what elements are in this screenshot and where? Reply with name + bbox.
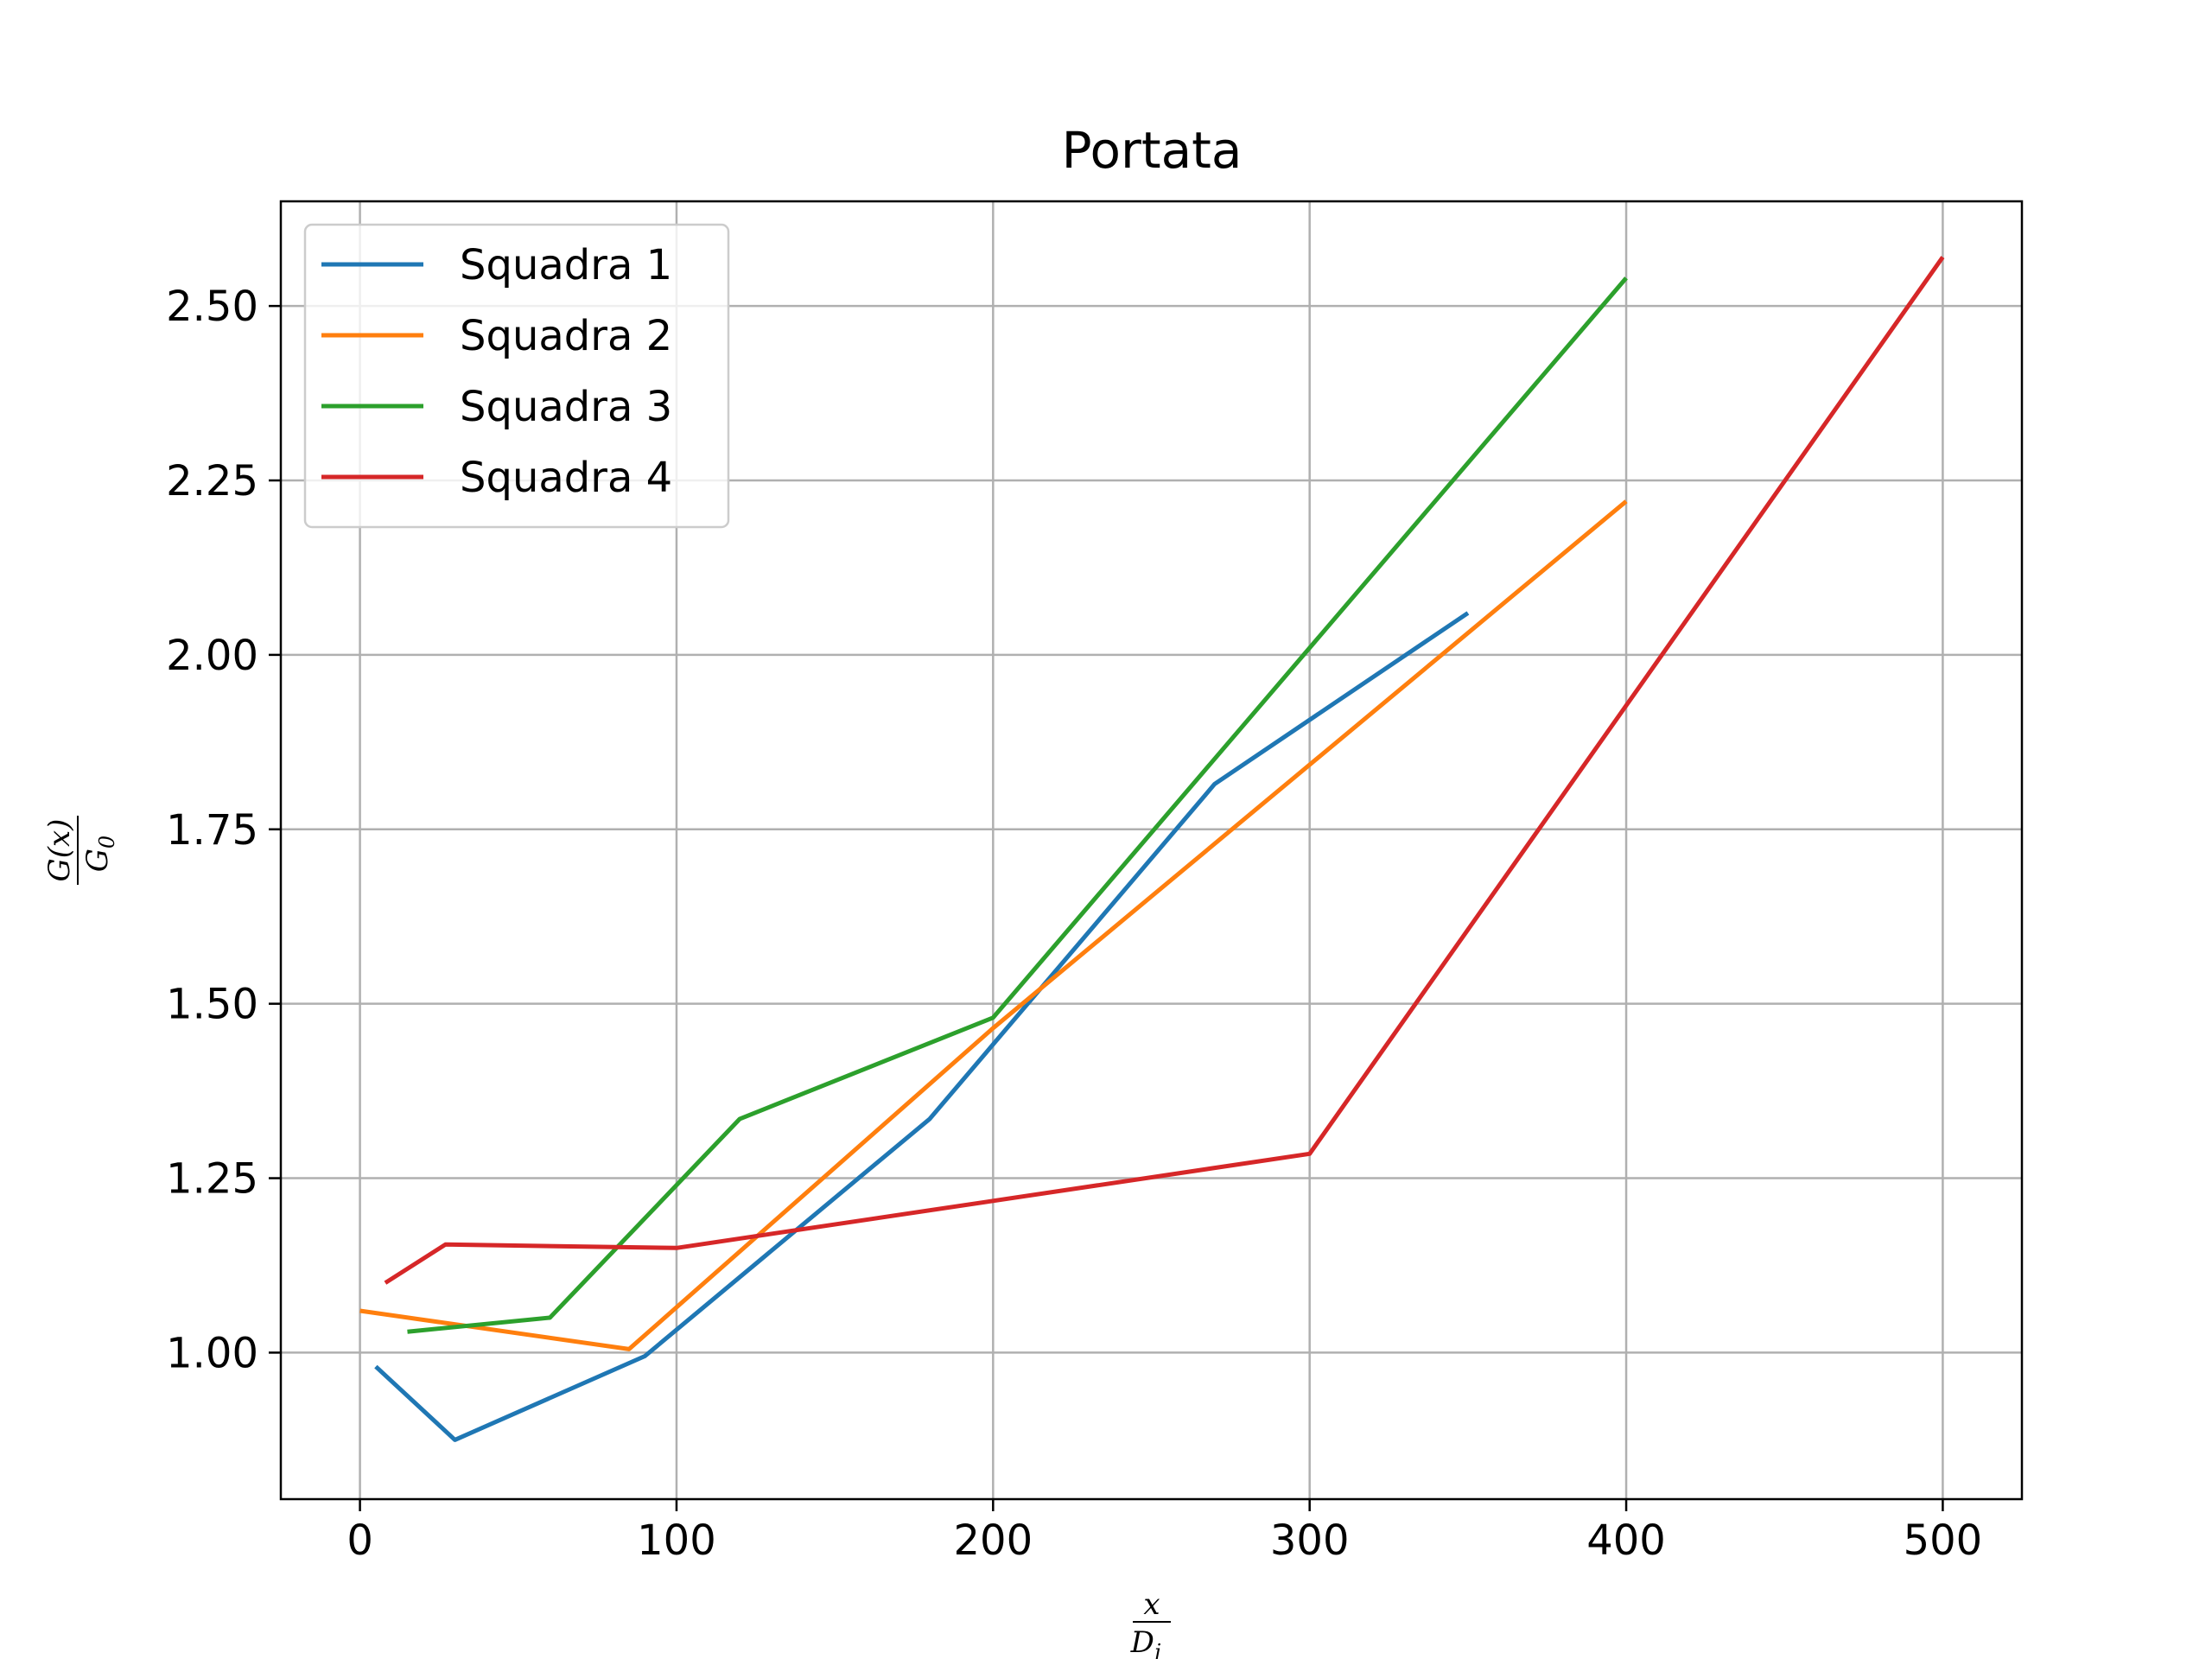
series-line-2 xyxy=(359,499,1628,1351)
y-axis-label: G(x) G0 xyxy=(42,816,119,885)
series-line-4 xyxy=(384,256,1945,1285)
y-tick-label: 2.50 xyxy=(166,283,258,331)
y-tick-label: 1.00 xyxy=(166,1329,258,1377)
y-axis-label-numerator: G(x) xyxy=(42,819,77,882)
legend-label-2: Squadra 2 xyxy=(460,312,672,360)
x-axis-ticks: 0 100 200 300 400 500 xyxy=(346,1499,1982,1565)
legend-label-1: Squadra 1 xyxy=(460,241,672,289)
y-axis-label-denominator-main: G xyxy=(80,849,115,872)
chart-title: Portata xyxy=(1062,121,1243,180)
x-tick-label: 200 xyxy=(954,1516,1033,1565)
x-axis-label-denominator: Dj xyxy=(1130,1625,1161,1659)
series-line-3 xyxy=(407,276,1628,1334)
x-tick-label: 0 xyxy=(346,1516,373,1565)
legend-label-3: Squadra 3 xyxy=(460,383,672,431)
y-tick-label: 2.25 xyxy=(166,457,258,505)
legend-label-4: Squadra 4 xyxy=(460,454,672,502)
y-tick-label: 1.25 xyxy=(166,1155,258,1204)
series-line-1 xyxy=(374,611,1470,1442)
y-tick-label: 1.75 xyxy=(166,806,258,855)
plot-frame xyxy=(279,200,2024,1501)
legend: Squadra 1 Squadra 2 Squadra 3 Squadra 4 xyxy=(303,223,730,529)
y-axis-label-denominator-sub: 0 xyxy=(95,836,119,849)
y-tick-label: 1.50 xyxy=(166,981,258,1029)
grid xyxy=(281,201,2022,1499)
legend-box xyxy=(303,223,730,529)
y-axis-ticks: 1.00 1.25 1.50 1.75 2.00 2.25 2.50 xyxy=(166,283,281,1377)
x-tick-label: 500 xyxy=(1904,1516,1983,1565)
x-axis-label: x Dj xyxy=(1130,1587,1171,1659)
x-axis-label-denominator-main: D xyxy=(1130,1625,1154,1659)
x-tick-label: 400 xyxy=(1586,1516,1666,1565)
x-tick-label: 300 xyxy=(1270,1516,1350,1565)
y-axis-label-denominator: G0 xyxy=(80,836,119,872)
series-lines xyxy=(359,256,1945,1442)
y-tick-label: 2.00 xyxy=(166,632,258,680)
x-axis-label-numerator: x xyxy=(1143,1587,1160,1622)
x-tick-label: 100 xyxy=(637,1516,716,1565)
